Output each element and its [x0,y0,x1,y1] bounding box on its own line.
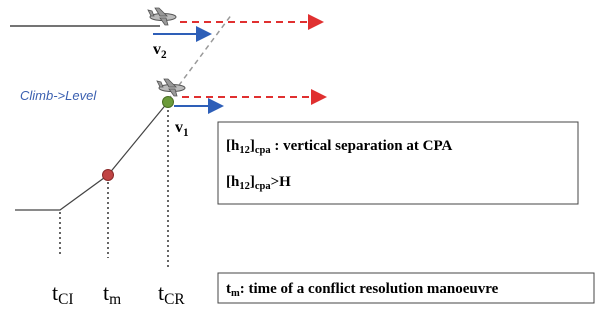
time-label: tm [103,280,121,308]
info-box [218,122,578,204]
subscript: cpa [255,145,272,156]
box-line: tm: time of a conflict resolution manoeu… [226,281,499,299]
aircraft-2 [148,8,176,25]
resolution-point [163,97,174,108]
subscript: 12 [239,181,250,192]
time-label: tCR [158,280,185,308]
subscript: m [231,288,240,299]
text: : vertical separation at CPA [271,138,453,154]
velocity-label: v1 [175,119,189,139]
annotation: Climb->Level [20,88,97,103]
text: : time of a conflict resolution manoeuvr… [240,281,499,297]
subscript: 12 [239,145,250,156]
velocity-label: v2 [153,41,167,61]
time-label: tCI [52,280,74,308]
trajectory [15,102,168,210]
symbol: v [175,119,183,136]
diagram: v2 Climb->Level v1 tCI tm tCR [h12]cpa :… [0,0,604,314]
text: [h [226,174,240,190]
manoeuvre-point [103,170,114,181]
subscript: 1 [183,127,189,139]
text: >H [271,174,292,190]
subscript: 2 [161,49,167,61]
subscript: CR [164,291,185,308]
subscript: cpa [255,181,272,192]
subscript: CI [58,291,73,308]
symbol: v [153,41,161,58]
subscript: m [109,291,121,308]
text: [h [226,138,240,154]
